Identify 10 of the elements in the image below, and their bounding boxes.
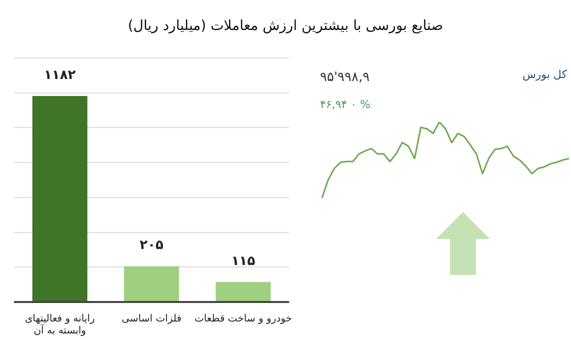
- x-tick-label: خودرو و ساخت قطعات: [194, 314, 292, 325]
- x-tick-label: رایانه و فعالیتهای وابسته به آن: [24, 314, 96, 337]
- data-label: ۱۱۸۲: [44, 68, 76, 83]
- data-label: ۱۱۵: [231, 254, 256, 269]
- data-label: ۲۰۵: [140, 238, 164, 254]
- x-tick-label: فلزات اساسی: [122, 314, 182, 325]
- chart-title: کل بورس: [522, 68, 567, 81]
- text: ۹۵'۹۹۸,۹: [320, 70, 370, 85]
- chart-title: صنایع بورسی با بیشترین ارزش معاملات (میلیارد ریال): [126, 18, 444, 34]
- text: ۴۶,۹۴ ۰ %: [320, 98, 370, 111]
